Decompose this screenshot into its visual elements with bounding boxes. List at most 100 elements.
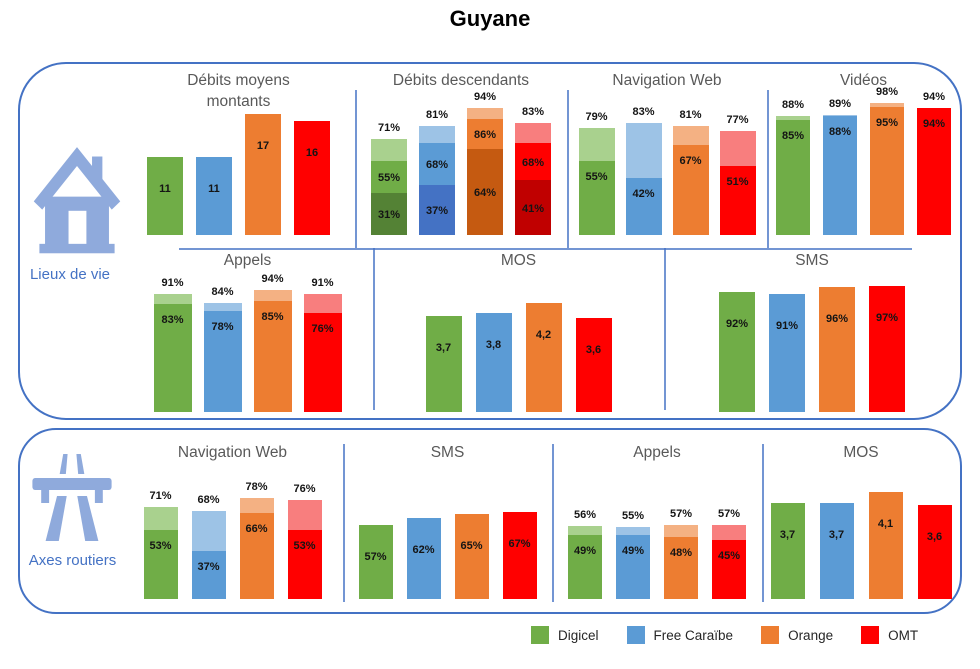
bar-segment-inner [712,540,746,599]
value-label: 66% [245,523,268,535]
bar-omt: 45% 57% [712,508,746,599]
bar-orange: 17 [245,114,281,235]
chart-sms-axes: SMS 57% 62% 65% 67% [343,442,552,599]
bar-free-cara-be: 78% 84% [203,286,242,412]
legend-label: Free Caraïbe [653,627,734,643]
legend-item-free-caraibe: Free Caraïbe [626,626,734,644]
value-label: 57% [669,508,693,520]
divider [373,248,375,410]
chart-videos-lieux: Vidéos 85% 88% 88% 89% 95% 98% 94% 94% [767,70,960,235]
chart-debits-moyens-montants: Débits moyens montants 11 11 17 16 [122,70,355,235]
bar-segment-inner [616,535,650,599]
bar-segment-inner [287,530,322,599]
divider [767,90,769,248]
value-label: 51% [726,176,749,188]
bar-segment-inner [253,301,292,412]
bar-orange: 86% 64% 94% [467,91,503,235]
bar-orange: 65% [454,514,489,599]
bar-group: 49% 56% 49% 55% 48% 57% 45% 57% [552,508,762,599]
bar-free-cara-be: 88% 89% [823,98,857,235]
value-label: 76% [293,483,316,495]
value-label: 83% [161,314,184,326]
divider [179,248,912,250]
bar-omt: 51% 77% [719,114,756,235]
value-label: 89% [828,98,852,110]
value-label: 11 [159,183,171,195]
value-label: 37% [425,205,449,217]
value-label: 91% [161,277,184,289]
bar-segment-inner [467,149,503,235]
value-label: 53% [149,540,172,552]
bar-orange: 96% [819,287,855,412]
value-label: 56% [573,509,597,521]
legend-item-digicel: Digicel [531,626,599,644]
bar-omt: 53% 76% [287,483,322,599]
value-label: 31% [377,209,401,221]
panel-lieux-de-vie: Lieux de vie Débits moyens montants 11 11… [18,62,962,420]
divider [355,90,357,248]
bar-digicel: 3,7 [425,316,462,412]
bar-segment-inner [143,530,178,599]
bar-omt: 3,6 [917,505,952,599]
value-label: 76% [311,323,334,335]
bar-free-cara-be: 37% 68% [191,494,226,599]
bar-segment-inner [823,116,857,235]
value-label: 97% [875,312,899,324]
omt-swatch-icon [861,626,880,644]
value-label: 3,6 [585,344,602,356]
value-label: 16 [305,147,319,159]
value-label: 45% [717,550,741,562]
bar-group: 55% 79% 42% 83% 67% 81% 51% 77% [567,106,767,235]
highway-icon [32,454,112,541]
value-label: 65% [460,540,483,552]
value-label: 68% [197,494,220,506]
bar-omt: 76% 91% [303,277,342,412]
bar-free-cara-be: 68% 37% 81% [419,109,455,235]
bar-orange: 48% 57% [664,508,698,599]
value-label: 17 [256,140,270,152]
value-label: 91% [311,277,334,289]
value-label: 41% [521,202,545,215]
value-label: 48% [669,547,693,559]
group-label-lieux-de-vie: Lieux de vie [29,266,111,283]
bar-digicel: 55% 79% [578,111,615,235]
bar-orange: 95% 98% [870,86,904,235]
bar-digicel: 3,7 [770,503,805,599]
bar-group: 3,7 3,7 4,1 3,6 [762,492,960,599]
value-label: 81% [425,109,449,121]
bar-group: 3,7 3,8 4,2 3,6 [373,303,664,412]
value-label: 3,8 [485,339,502,351]
chart-navigation-web-lieux: Navigation Web 55% 79% 42% 83% 67% 81% 51% 77% [567,70,767,235]
bar-segment-inner [191,551,226,599]
bar-free-cara-be: 49% 55% [616,510,650,599]
bar-omt: 68% 41% 83% [515,106,551,235]
bar-segment-inner [578,161,615,235]
bar-segment-inner [776,120,810,235]
bar-free-cara-be: 62% [406,518,441,599]
divider [567,90,569,248]
bar-free-cara-be: 42% 83% [625,106,662,235]
value-label: 94% [261,273,284,285]
value-label: 37% [197,561,220,573]
value-label: 3,7 [779,529,796,541]
bar-digicel: 85% 88% [776,99,810,235]
bar-digicel: 92% [719,292,755,412]
chart-title: SMS [430,444,465,461]
value-label: 98% [875,86,899,98]
legend-label: Digicel [558,627,599,643]
value-label: 49% [621,545,645,557]
chart-mos-axes: MOS 3,7 3,7 4,1 3,6 [762,442,960,599]
chart-title: Débits descendants [392,72,530,89]
divider [552,444,554,602]
bar-orange: 66% 78% [239,481,274,599]
bar-segment-inner [203,311,242,412]
value-label: 83% [521,106,545,118]
chart-appels-axes: Appels 49% 56% 49% 55% 48% 57% 45% 57% [552,442,762,599]
value-label: 3,7 [435,342,452,354]
bar-digicel: 11 [147,157,183,235]
value-label: 3,6 [926,531,943,543]
value-label: 84% [211,286,234,298]
legend-item-omt: OMT [861,626,918,644]
bar-orange: 4,2 [525,303,562,412]
